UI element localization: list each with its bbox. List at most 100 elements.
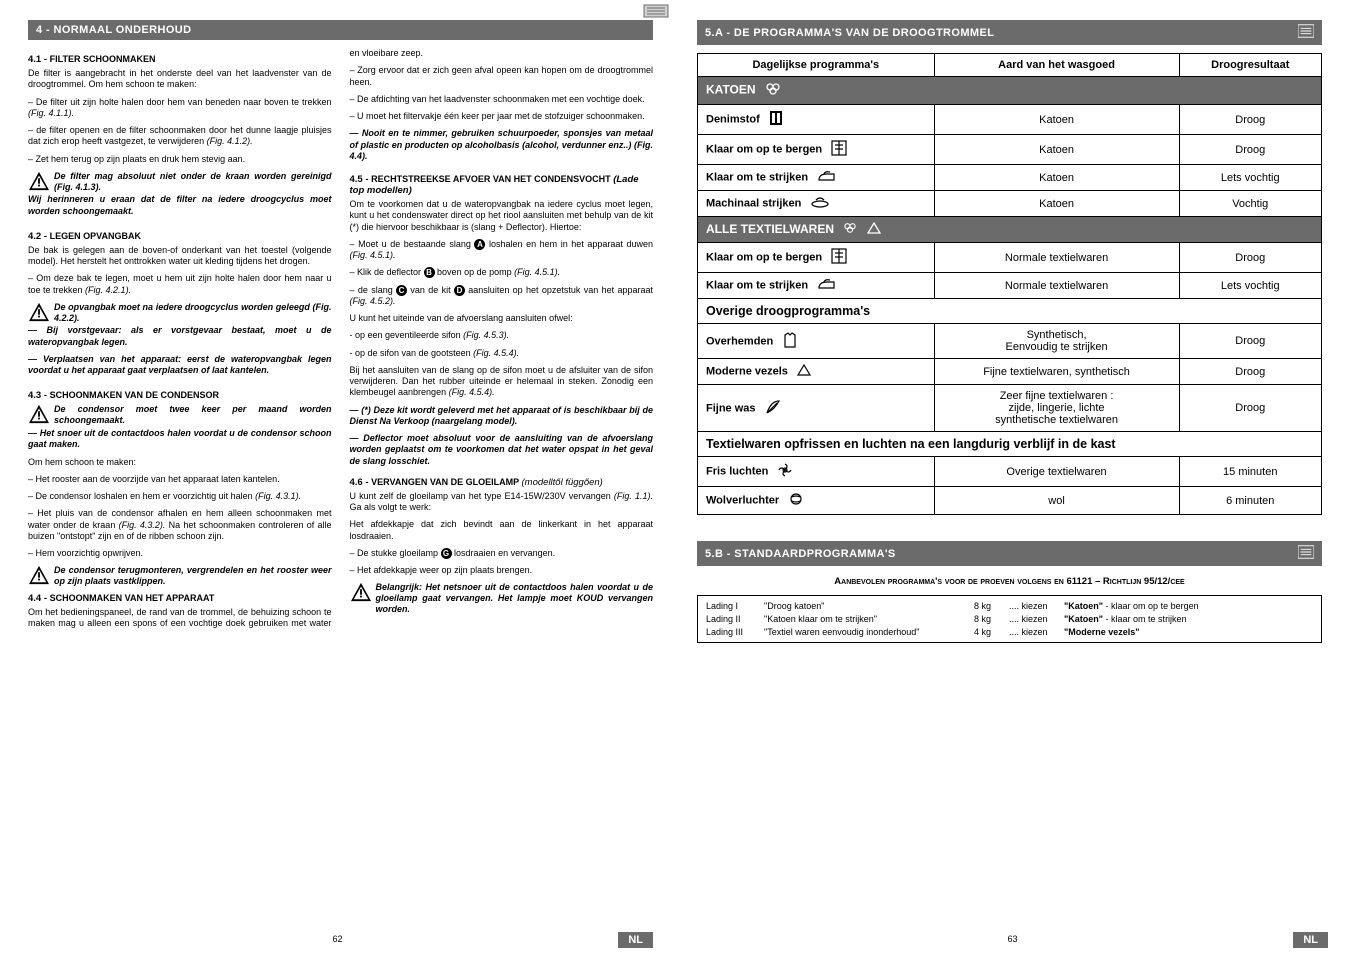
warning: De condensor moet twee keer per maand wo… bbox=[28, 404, 332, 426]
para: Het afdekkapje dat zich bevindt aan de l… bbox=[350, 519, 654, 542]
para: De bak is gelegen aan de boven-of onderk… bbox=[28, 245, 332, 268]
warning-triangle-icon bbox=[28, 171, 50, 191]
warning-triangle-icon bbox=[350, 582, 372, 602]
shirt-icon bbox=[782, 332, 798, 351]
para: – de slang C van de kit D aansluiten op … bbox=[350, 285, 654, 308]
para: – De stukke gloeilamp G losdraaien en ve… bbox=[350, 548, 654, 559]
circle-letter-c-icon: C bbox=[396, 285, 407, 296]
page-63: 5.A - DE PROGRAMMA'S VAN DE DROOGTROMMEL… bbox=[675, 0, 1350, 954]
program-cell: Klaar om te strijken bbox=[698, 273, 935, 299]
para: – De filter uit zijn holte halen door he… bbox=[28, 97, 332, 120]
menu-lines-icon bbox=[1298, 24, 1314, 41]
para: – Het afdekkapje weer op zijn plaats bre… bbox=[350, 565, 654, 576]
group-katoen: KATOEN bbox=[698, 77, 1322, 105]
warning-triangle-icon bbox=[28, 302, 50, 322]
material-cell: wol bbox=[934, 487, 1179, 515]
para: — Verplaatsen van het apparaat: eerst de… bbox=[28, 354, 332, 377]
program-cell: Moderne vezels bbox=[698, 359, 935, 385]
group-overige: Overige droogprogramma's bbox=[698, 299, 1322, 324]
page-62: 4 - NORMAAL ONDERHOUD 4.1 - Filter schoo… bbox=[0, 0, 675, 954]
col-head-program: Dagelijkse programma's bbox=[698, 54, 935, 77]
heading-4.6: 4.6 - Vervangen van de gloeilamp (modell… bbox=[350, 477, 654, 488]
heading-4.3: 4.3 - Schoonmaken van de condensor bbox=[28, 390, 332, 401]
para: U kunt zelf de gloeilamp van het type E1… bbox=[350, 491, 654, 514]
circle-letter-g-icon: G bbox=[441, 548, 452, 559]
program-cell: Fijne was bbox=[698, 385, 935, 432]
para: – Om deze bak te legen, moet u hem uit z… bbox=[28, 273, 332, 296]
iron-icon bbox=[817, 170, 837, 185]
material-cell: Normale textielwaren bbox=[934, 273, 1179, 299]
result-cell: 6 minuten bbox=[1179, 487, 1322, 515]
heading-4.1: 4.1 - Filter schoonmaken bbox=[28, 54, 332, 65]
section-4-bar: 4 - NORMAAL ONDERHOUD bbox=[28, 20, 653, 40]
material-cell: Overige textielwaren bbox=[934, 457, 1179, 487]
heading-4.2: 4.2 - Legen opvangbak bbox=[28, 231, 332, 242]
para: Om hem schoon te maken: bbox=[28, 457, 332, 468]
menu-lines-icon bbox=[1298, 545, 1314, 562]
para: — Bij vorstgevaar: als er vorstgevaar be… bbox=[28, 325, 332, 348]
circle-letter-a-icon: A bbox=[474, 239, 485, 250]
material-cell: Katoen bbox=[934, 165, 1179, 191]
section-5a-bar: 5.A - DE PROGRAMMA'S VAN DE DROOGTROMMEL bbox=[697, 20, 1322, 45]
program-cell: Klaar om te strijken bbox=[698, 165, 935, 191]
rec-row: Lading I"Droog katoen"8 kg.... kiezen"Ka… bbox=[706, 600, 1313, 613]
program-cell: Overhemden bbox=[698, 324, 935, 359]
wool-icon bbox=[788, 492, 804, 509]
section-5b-bar: 5.B - STANDAARDPROGRAMMA'S bbox=[697, 541, 1322, 566]
jeans-icon bbox=[769, 110, 783, 129]
triangle-icon bbox=[867, 222, 881, 237]
text-columns: 4.1 - Filter schoonmaken De filter is aa… bbox=[28, 48, 653, 629]
table-row: Denimstof KatoenDroog bbox=[698, 105, 1322, 135]
warning: De filter mag absoluut niet onder de kra… bbox=[28, 171, 332, 193]
section-4-title: 4 - NORMAAL ONDERHOUD bbox=[36, 24, 191, 36]
table-header-row: Dagelijkse programma's Aard van het wasg… bbox=[698, 54, 1322, 77]
program-cell: Fris luchten bbox=[698, 457, 935, 487]
warning-triangle-icon bbox=[28, 404, 50, 424]
material-cell: Katoen bbox=[934, 135, 1179, 165]
table-row: Fris luchten Overige textielwaren15 minu… bbox=[698, 457, 1322, 487]
program-cell: Machinaal strijken bbox=[698, 191, 935, 217]
para: Bij het aansluiten van de slang op de si… bbox=[350, 365, 654, 399]
table-row: Klaar om te strijken KatoenLets vochtig bbox=[698, 165, 1322, 191]
para: – Zorg ervoor dat er zich geen afval ope… bbox=[350, 65, 654, 88]
recommended-title: Aanbevolen programma's voor de proeven v… bbox=[697, 576, 1322, 587]
table-row: Overhemden Synthetisch, Eenvoudig te str… bbox=[698, 324, 1322, 359]
table-row: Klaar om te strijken Normale textielware… bbox=[698, 273, 1322, 299]
crop-icon bbox=[643, 4, 669, 21]
result-cell: Vochtig bbox=[1179, 191, 1322, 217]
roller-icon bbox=[810, 196, 830, 211]
table-row: Klaar om op te bergen KatoenDroog bbox=[698, 135, 1322, 165]
page-number: 63 bbox=[675, 934, 1350, 944]
para: – de filter openen en de filter schoonma… bbox=[28, 125, 332, 148]
program-cell: Wolverluchter bbox=[698, 487, 935, 515]
result-cell: Droog bbox=[1179, 385, 1322, 432]
programs-table: Dagelijkse programma's Aard van het wasg… bbox=[697, 53, 1322, 515]
rec-row: Lading III"Textiel waren eenvoudig inond… bbox=[706, 626, 1313, 639]
program-cell: Klaar om op te bergen bbox=[698, 243, 935, 273]
para: Om te voorkomen dat u de wateropvangbak … bbox=[350, 199, 654, 233]
para: – U moet het filtervakje één keer per ja… bbox=[350, 111, 654, 122]
para: — Het snoer uit de contactdoos halen voo… bbox=[28, 428, 332, 451]
material-cell: Normale textielwaren bbox=[934, 243, 1179, 273]
col-head-result: Droogresultaat bbox=[1179, 54, 1322, 77]
heading-4.5: 4.5 - Rechtstreekse afvoer van het conde… bbox=[350, 174, 654, 196]
material-cell: Zeer fijne textielwaren : zijde, lingeri… bbox=[934, 385, 1179, 432]
program-cell: Klaar om op te bergen bbox=[698, 135, 935, 165]
result-cell: Droog bbox=[1179, 324, 1322, 359]
table-row: Klaar om op te bergen Normale textielwar… bbox=[698, 243, 1322, 273]
feather-icon bbox=[765, 399, 781, 418]
warning: Belangrijk: Het netsnoer uit de contactd… bbox=[350, 582, 654, 614]
table-row: Fijne was Zeer fijne textielwaren : zijd… bbox=[698, 385, 1322, 432]
result-cell: Droog bbox=[1179, 135, 1322, 165]
para: Wij herinneren u eraan dat de filter na … bbox=[28, 194, 332, 217]
cupboard-icon bbox=[831, 140, 847, 159]
result-cell: Lets vochtig bbox=[1179, 273, 1322, 299]
rec-row: Lading II"Katoen klaar om te strijken"8 … bbox=[706, 613, 1313, 626]
para: — (*) Deze kit wordt geleverd met het ap… bbox=[350, 405, 654, 428]
para: – Moet u de bestaande slang A loshalen e… bbox=[350, 239, 654, 262]
para: De filter is aangebracht in het onderste… bbox=[28, 68, 332, 91]
section-5b-title: 5.B - STANDAARDPROGRAMMA'S bbox=[705, 548, 896, 560]
result-cell: Droog bbox=[1179, 243, 1322, 273]
para: – Het rooster aan de voorzijde van het a… bbox=[28, 474, 332, 485]
para: — Nooit en te nimmer, gebruiken schuurpo… bbox=[350, 128, 654, 162]
